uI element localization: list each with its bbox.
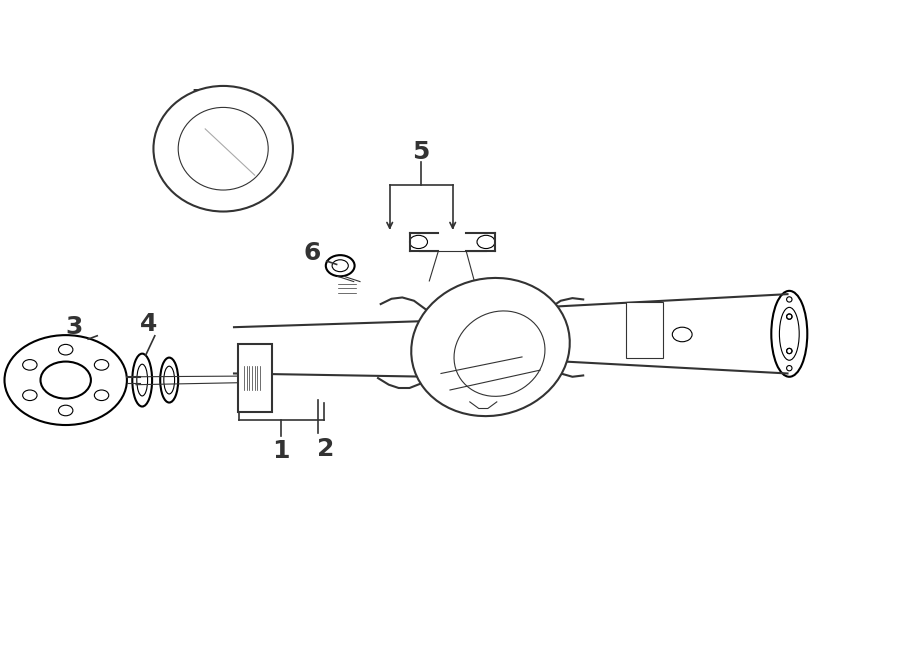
Circle shape bbox=[160, 144, 173, 153]
Circle shape bbox=[4, 335, 127, 425]
Circle shape bbox=[176, 108, 189, 118]
Circle shape bbox=[40, 362, 91, 399]
Ellipse shape bbox=[153, 86, 293, 212]
Circle shape bbox=[94, 360, 109, 370]
Circle shape bbox=[22, 360, 37, 370]
Circle shape bbox=[274, 144, 286, 153]
Circle shape bbox=[58, 344, 73, 355]
Text: 6: 6 bbox=[303, 241, 321, 264]
Circle shape bbox=[217, 93, 230, 102]
Circle shape bbox=[257, 180, 270, 189]
Text: 7: 7 bbox=[191, 89, 209, 112]
Text: 1: 1 bbox=[272, 439, 290, 463]
Circle shape bbox=[58, 405, 73, 416]
Ellipse shape bbox=[160, 358, 178, 403]
Circle shape bbox=[217, 195, 230, 204]
Circle shape bbox=[326, 255, 355, 276]
Ellipse shape bbox=[132, 354, 152, 407]
Circle shape bbox=[22, 390, 37, 401]
Bar bbox=[626, 302, 663, 358]
Ellipse shape bbox=[411, 278, 570, 416]
Text: 3: 3 bbox=[65, 315, 83, 339]
Ellipse shape bbox=[771, 291, 807, 377]
Circle shape bbox=[176, 180, 189, 189]
Bar bbox=[238, 344, 272, 412]
Circle shape bbox=[257, 108, 270, 118]
Text: 5: 5 bbox=[412, 140, 430, 164]
Circle shape bbox=[94, 390, 109, 401]
Text: 4: 4 bbox=[140, 312, 158, 336]
Text: 2: 2 bbox=[317, 438, 335, 461]
